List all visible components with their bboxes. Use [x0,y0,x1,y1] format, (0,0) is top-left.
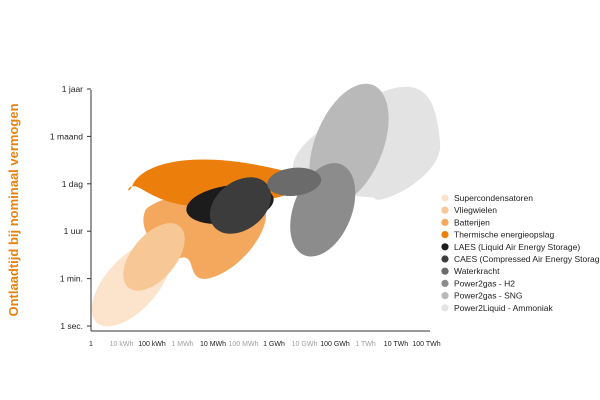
y-tick-label: 1 min. [60,274,83,284]
legend-label: Batterijen [454,217,490,227]
x-tick-label: 1 GWh [263,341,285,348]
y-tick-label: 1 jaar [62,84,83,94]
legend-swatch [441,218,449,226]
area-waterkracht [267,167,322,197]
x-tick-label: 1 [89,341,93,348]
x-tick-label: 1 MWh [171,341,193,348]
shapes-layer [91,83,441,327]
x-tick-label: 10 kWh [110,341,134,348]
legend-swatch [441,194,449,202]
x-tick-label: 100 kWh [138,341,166,348]
legend-swatch [441,267,449,275]
y-ticks-layer: 1 sec. 1 min. 1 uur 1 dag 1 maand 1 jaar [50,84,91,331]
legend-label: Power2gas - H2 [454,278,515,288]
x-tick-label: 10 GWh [292,341,318,348]
legend-label: Power2Liquid - Ammoniak [454,303,553,313]
y-tick-label: 1 uur [64,226,84,236]
legend-label: Power2gas - SNG [454,291,523,301]
x-tick-label: 10 MWh [200,341,226,348]
legend: Supercondensatoren Vliegwielen Batterijen T… [441,193,600,313]
x-ticks-layer: 1 10 kWh 100 kWh 1 MWh 10 MWh 100 MWh 1 GWh 10 … [89,341,441,348]
legend-swatch [441,231,449,239]
x-tick-label: 100 TWh [412,341,440,348]
x-tick-label: 100 GWh [320,341,350,348]
y-tick-label: 1 dag [62,179,84,189]
legend-label: Supercondensatoren [454,193,533,203]
legend-swatch [441,292,449,300]
area-vliegwielen [123,223,185,291]
legend-label: Waterkracht [454,266,500,276]
axes-layer [90,90,430,332]
legend-swatch [441,255,449,263]
y-axis-label: Ontlaadtijd bij nominaal vermogen [6,103,21,316]
legend-swatch [441,243,449,251]
x-tick-label: 10 TWh [384,341,408,348]
area-caes [209,177,272,234]
x-tick-label: 100 MWh [229,341,259,348]
legend-label: CAES (Compressed Air Energy Storage) [454,254,600,264]
legend-swatch [441,206,449,214]
y-tick-label: 1 maand [50,131,83,141]
legend-swatch [441,304,449,312]
x-tick-label: 1 TWh [355,341,376,348]
legend-label: Thermische energieopslag [454,230,554,240]
legend-label: LAES (Liquid Air Energy Storage) [454,242,580,252]
legend-label: Vliegwielen [454,205,497,215]
y-tick-label: 1 sec. [60,321,83,331]
legend-swatch [441,279,449,287]
